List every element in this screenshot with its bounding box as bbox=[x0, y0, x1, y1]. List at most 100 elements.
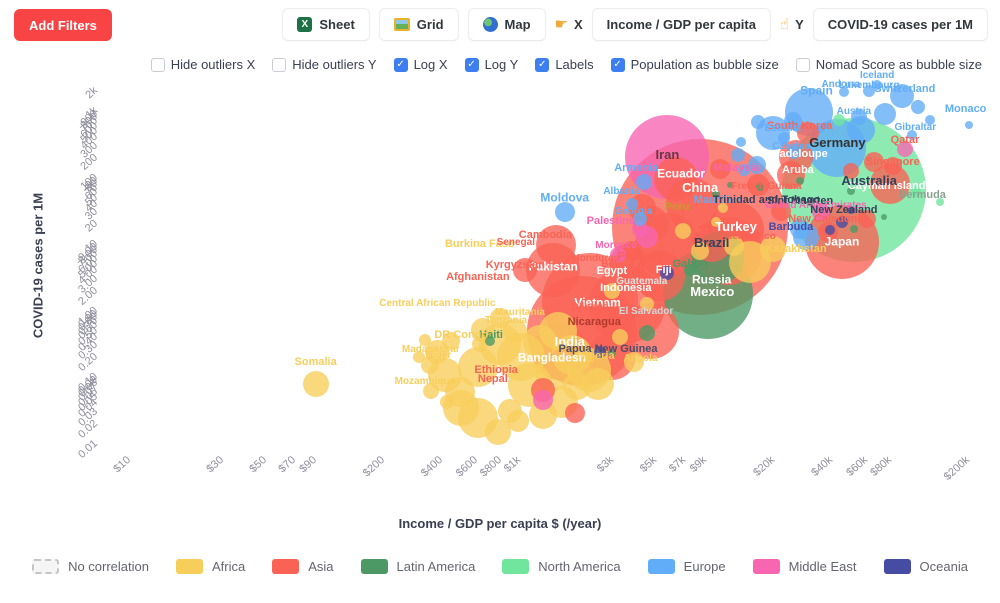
country-bubble[interactable] bbox=[422, 382, 439, 399]
country-bubble[interactable] bbox=[724, 236, 745, 257]
country-bubble[interactable] bbox=[847, 186, 856, 195]
country-bubble-south-korea[interactable] bbox=[796, 122, 819, 145]
country-bubble[interactable] bbox=[747, 156, 766, 175]
country-bubble-armenia[interactable] bbox=[636, 173, 653, 190]
country-bubble[interactable] bbox=[640, 296, 655, 311]
add-filters-button[interactable]: Add Filters bbox=[14, 9, 112, 41]
country-bubble[interactable] bbox=[710, 216, 721, 227]
checkbox-hide-outliers-x[interactable]: Hide outliers X bbox=[150, 57, 255, 72]
unchecked-checkbox-icon[interactable] bbox=[795, 57, 810, 72]
country-bubble-fiji[interactable] bbox=[659, 266, 674, 281]
country-bubble-monaco[interactable] bbox=[964, 120, 973, 129]
country-bubble[interactable] bbox=[607, 349, 616, 358]
country-bubble[interactable] bbox=[750, 115, 765, 130]
country-bubble[interactable] bbox=[624, 351, 645, 372]
unchecked-checkbox-icon[interactable] bbox=[150, 57, 165, 72]
y-axis-selector[interactable]: COVID-19 cases per 1M bbox=[812, 8, 988, 41]
country-bubble-malaysia[interactable] bbox=[709, 159, 730, 180]
checked-checkbox-icon[interactable]: ✓ bbox=[535, 57, 550, 72]
country-bubble[interactable] bbox=[490, 308, 511, 329]
country-bubble[interactable] bbox=[790, 219, 811, 240]
country-bubble[interactable] bbox=[796, 176, 805, 185]
unchecked-checkbox-icon[interactable] bbox=[272, 57, 287, 72]
country-bubble[interactable] bbox=[442, 331, 461, 350]
country-bubble-singapore[interactable] bbox=[883, 157, 902, 176]
country-bubble[interactable] bbox=[850, 225, 859, 234]
country-bubble[interactable] bbox=[564, 402, 585, 423]
country-bubble[interactable] bbox=[864, 151, 885, 172]
country-bubble[interactable] bbox=[910, 100, 925, 115]
country-bubble[interactable] bbox=[717, 203, 728, 214]
country-bubble-moldova[interactable] bbox=[554, 202, 575, 223]
checkbox-labels[interactable]: ✓ Labels bbox=[535, 57, 594, 72]
checked-checkbox-icon[interactable]: ✓ bbox=[393, 57, 408, 72]
checkbox-log-x[interactable]: ✓ Log X bbox=[393, 57, 448, 72]
country-bubble-qatar[interactable] bbox=[897, 141, 913, 158]
country-bubble-luxembourg[interactable] bbox=[863, 85, 876, 98]
country-bubble[interactable] bbox=[506, 410, 529, 433]
country-bubble-georgia[interactable] bbox=[633, 212, 648, 227]
country-bubble[interactable] bbox=[604, 282, 621, 299]
country-bubble[interactable] bbox=[874, 103, 897, 126]
legend-item-asia[interactable]: Asia bbox=[272, 559, 334, 574]
country-bubble[interactable] bbox=[770, 201, 791, 222]
country-bubble-gibraltar[interactable] bbox=[907, 129, 918, 140]
checked-checkbox-icon[interactable]: ✓ bbox=[610, 57, 625, 72]
checked-checkbox-icon[interactable]: ✓ bbox=[464, 57, 479, 72]
country-bubble[interactable] bbox=[420, 356, 439, 375]
legend-item-africa[interactable]: Africa bbox=[176, 559, 245, 574]
country-bubble[interactable] bbox=[759, 236, 786, 263]
legend-item-north-america[interactable]: North America bbox=[502, 559, 621, 574]
country-bubble[interactable] bbox=[622, 241, 643, 262]
country-bubble[interactable] bbox=[825, 225, 836, 236]
country-bubble-andorra[interactable] bbox=[838, 87, 849, 98]
country-bubble[interactable] bbox=[711, 190, 720, 199]
legend-item-oceania[interactable]: Oceania bbox=[883, 559, 968, 574]
country-bubble[interactable] bbox=[858, 210, 877, 229]
country-bubble-gabon[interactable] bbox=[684, 264, 697, 277]
country-bubble[interactable] bbox=[523, 324, 558, 359]
country-bubble[interactable] bbox=[736, 137, 747, 148]
country-bubble[interactable] bbox=[639, 324, 656, 341]
checkbox-hide-outliers-y[interactable]: Hide outliers Y bbox=[272, 57, 377, 72]
country-bubble-ecuador[interactable] bbox=[654, 156, 699, 201]
country-bubble-switzerland[interactable] bbox=[889, 84, 914, 109]
country-bubble[interactable] bbox=[412, 351, 425, 364]
country-bubble[interactable] bbox=[533, 389, 554, 410]
country-bubble-aruba[interactable] bbox=[776, 161, 805, 190]
country-bubble[interactable] bbox=[563, 371, 592, 400]
country-bubble[interactable] bbox=[833, 114, 846, 127]
sheet-button[interactable]: X Sheet bbox=[282, 8, 370, 41]
country-bubble[interactable] bbox=[738, 164, 751, 177]
country-bubble-iceland[interactable] bbox=[872, 79, 883, 90]
country-bubble[interactable] bbox=[936, 197, 945, 206]
country-bubble[interactable] bbox=[611, 328, 628, 345]
country-bubble[interactable] bbox=[843, 163, 860, 180]
country-bubble-czechia[interactable] bbox=[787, 144, 802, 159]
legend-item-middle-east[interactable]: Middle East bbox=[752, 559, 857, 574]
country-bubble[interactable] bbox=[784, 112, 803, 131]
country-bubble[interactable] bbox=[881, 213, 888, 220]
country-bubble-haiti[interactable] bbox=[485, 335, 496, 346]
checkbox-population-as-bubble-size[interactable]: ✓ Population as bubble size bbox=[610, 57, 779, 72]
country-bubble[interactable] bbox=[691, 242, 710, 261]
country-bubble[interactable] bbox=[471, 336, 488, 353]
checkbox-log-y[interactable]: ✓ Log Y bbox=[464, 57, 518, 72]
country-bubble[interactable] bbox=[835, 215, 848, 228]
country-bubble[interactable] bbox=[755, 182, 764, 191]
country-bubble[interactable] bbox=[924, 115, 935, 126]
checkbox-nomad-score-as-bubble-size[interactable]: Nomad Score as bubble size bbox=[795, 57, 982, 72]
country-bubble[interactable] bbox=[675, 223, 692, 240]
map-button[interactable]: Map bbox=[467, 8, 546, 41]
legend-item-no-correlation[interactable]: No correlation bbox=[32, 559, 149, 574]
country-bubble[interactable] bbox=[726, 181, 733, 188]
legend-item-europe[interactable]: Europe bbox=[647, 559, 726, 574]
country-bubble-estonia[interactable] bbox=[777, 131, 790, 144]
legend-item-latin-america[interactable]: Latin America bbox=[360, 559, 475, 574]
country-bubble-somalia[interactable] bbox=[302, 371, 329, 398]
country-bubble[interactable] bbox=[811, 203, 830, 222]
country-bubble[interactable] bbox=[593, 345, 606, 358]
country-bubble[interactable] bbox=[609, 246, 626, 263]
country-bubble-bermuda[interactable] bbox=[911, 186, 922, 197]
country-bubble[interactable] bbox=[730, 148, 745, 163]
